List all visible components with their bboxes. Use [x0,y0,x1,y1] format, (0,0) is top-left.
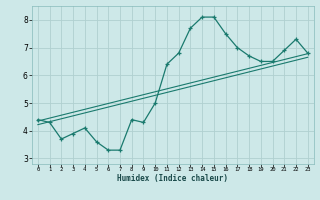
X-axis label: Humidex (Indice chaleur): Humidex (Indice chaleur) [117,174,228,183]
